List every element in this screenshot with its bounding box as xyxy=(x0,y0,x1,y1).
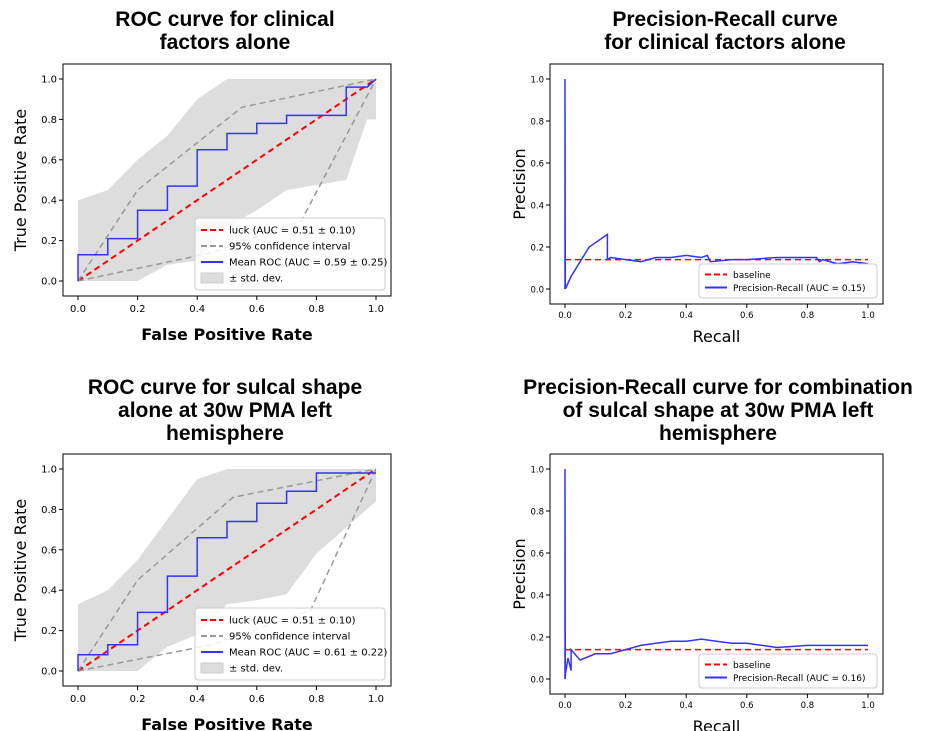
luck-line xyxy=(77,468,377,672)
x-axis-label: Recall xyxy=(693,717,741,731)
chart-title: ROC curve for clinical factors alone xyxy=(115,8,335,54)
y-tick-label: 0.8 xyxy=(530,508,544,518)
y-tick-label: 0.6 xyxy=(41,155,57,166)
legend-label: luck (AUC = 0.51 ± 0.10) xyxy=(229,226,356,237)
chart-title: ROC curve for sulcal shape alone at 30w … xyxy=(87,376,363,445)
legend-label: Precision-Recall (AUC = 0.16) xyxy=(733,674,865,684)
x-tick-label: 0.8 xyxy=(308,694,324,705)
x-tick-label: 0.8 xyxy=(801,311,815,321)
x-tick-label: 0.0 xyxy=(70,694,86,705)
y-tick-label: 0.0 xyxy=(41,667,57,678)
chart-title: Precision-Recall curve for combination o… xyxy=(523,376,913,445)
legend-label: Mean ROC (AUC = 0.61 ± 0.22) xyxy=(229,648,387,659)
x-tick-label: 0.6 xyxy=(740,311,754,321)
y-tick-label: 0.4 xyxy=(41,586,57,597)
x-tick-label: 0.4 xyxy=(679,701,693,711)
y-tick-label: 0.8 xyxy=(41,115,57,126)
x-axis-label: False Positive Rate xyxy=(141,715,313,731)
legend-box xyxy=(698,263,878,299)
luck-line xyxy=(77,78,377,282)
y-tick-label: 0.2 xyxy=(530,244,544,254)
y-axis-label: Precision xyxy=(510,148,529,219)
y-tick-label: 1.0 xyxy=(41,465,57,476)
x-tick-label: 0.8 xyxy=(308,304,324,315)
x-axis-label: Recall xyxy=(693,327,741,346)
y-tick-label: 1.0 xyxy=(530,466,544,476)
legend-label: ± std. dev. xyxy=(229,664,283,675)
legend-label: baseline xyxy=(733,661,771,671)
x-axis-label: False Positive Rate xyxy=(141,325,313,344)
y-tick-label: 0.6 xyxy=(41,545,57,556)
x-tick-label: 0.6 xyxy=(249,694,265,705)
plot-frame xyxy=(62,453,392,687)
pr-clinical-chart: 0.0 0.2 0.4 0.6 0.8 1.0 0.0 0.2 0.4 0.6 0.8 1.0 Reca… xyxy=(510,63,884,346)
y-axis-label: True Positive Rate xyxy=(11,499,30,643)
legend-box xyxy=(194,607,386,681)
x-tick-label: 1.0 xyxy=(861,311,875,321)
y-tick-label: 0.4 xyxy=(530,592,544,602)
y-axis-label: Precision xyxy=(510,538,529,609)
x-tick-label: 0.2 xyxy=(619,701,633,711)
y-tick-label: 1.0 xyxy=(530,76,544,86)
y-axis-label: True Positive Rate xyxy=(11,109,30,253)
legend-label: Mean ROC (AUC = 0.59 ± 0.25) xyxy=(229,258,387,269)
plot-frame xyxy=(549,453,884,695)
plot-frame xyxy=(549,63,884,305)
legend-label: Precision-Recall (AUC = 0.15) xyxy=(733,284,865,294)
y-tick-label: 0.0 xyxy=(530,286,544,296)
legend-box xyxy=(698,653,878,689)
x-tick-label: 0.0 xyxy=(558,311,572,321)
confidence-interval-line xyxy=(77,468,377,672)
legend-label: 95% confidence interval xyxy=(229,632,350,643)
legend-label: 95% confidence interval xyxy=(229,242,350,253)
confidence-interval-line xyxy=(77,78,377,282)
x-tick-label: 0.2 xyxy=(130,694,146,705)
x-tick-label: 1.0 xyxy=(368,304,384,315)
y-tick-label: 0.4 xyxy=(41,196,57,207)
x-tick-label: 1.0 xyxy=(861,701,875,711)
legend-label: baseline xyxy=(733,271,771,281)
y-tick-label: 0.0 xyxy=(530,676,544,686)
x-tick-label: 1.0 xyxy=(368,694,384,705)
roc-sulcal-chart: 0.0 0.2 0.4 0.6 0.8 1.0 0.0 0.2 0.4 0.6 0.8 1.0 Fals… xyxy=(11,453,392,731)
y-tick-label: 0.8 xyxy=(530,118,544,128)
y-tick-label: 1.0 xyxy=(41,75,57,86)
x-tick-label: 0.0 xyxy=(558,701,572,711)
plot-frame xyxy=(62,63,392,297)
mean-roc-line xyxy=(77,78,377,281)
x-tick-label: 0.4 xyxy=(679,311,693,321)
legend-label: luck (AUC = 0.51 ± 0.10) xyxy=(229,616,356,627)
y-tick-label: 0.6 xyxy=(530,160,544,170)
legend-swatch xyxy=(200,272,224,284)
y-tick-label: 0.2 xyxy=(41,236,57,247)
x-tick-label: 0.6 xyxy=(740,701,754,711)
legend-swatch xyxy=(200,662,224,674)
legend-label: ± std. dev. xyxy=(229,274,283,285)
y-tick-label: 0.4 xyxy=(530,202,544,212)
x-tick-label: 0.0 xyxy=(70,304,86,315)
precision-recall-line xyxy=(564,468,868,680)
y-tick-label: 0.2 xyxy=(530,634,544,644)
x-tick-label: 0.6 xyxy=(249,304,265,315)
x-tick-label: 0.4 xyxy=(189,304,205,315)
x-tick-label: 0.2 xyxy=(130,304,146,315)
x-tick-label: 0.8 xyxy=(801,701,815,711)
y-tick-label: 0.6 xyxy=(530,550,544,560)
x-tick-label: 0.4 xyxy=(189,694,205,705)
chart-title: Precision-Recall curve for clinical fact… xyxy=(604,8,846,54)
roc-clinical-chart: 0.0 0.2 0.4 0.6 0.8 1.0 0.0 0.2 0.4 0.6 0.8 1.0 Fals… xyxy=(11,63,392,344)
precision-recall-line xyxy=(564,78,869,290)
mean-roc-line xyxy=(77,472,376,671)
y-tick-label: 0.0 xyxy=(41,277,57,288)
y-tick-label: 0.8 xyxy=(41,505,57,516)
y-tick-label: 0.2 xyxy=(41,626,57,637)
x-tick-label: 0.2 xyxy=(619,311,633,321)
legend-box xyxy=(194,217,386,291)
